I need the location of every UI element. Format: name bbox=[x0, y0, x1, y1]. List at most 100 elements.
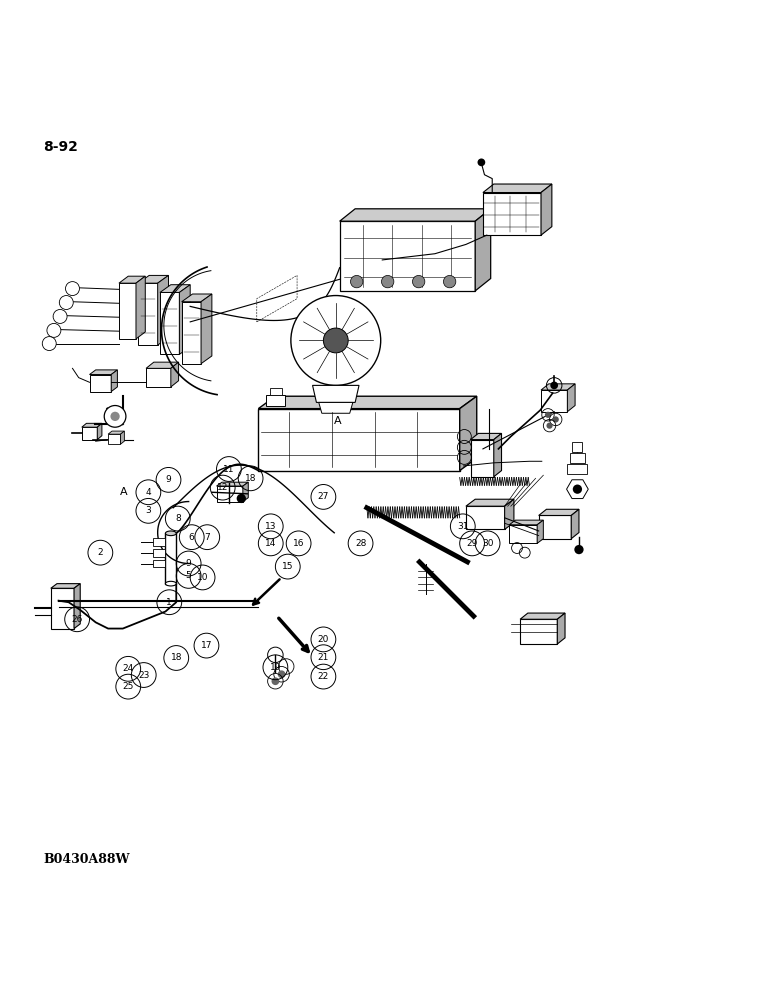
Polygon shape bbox=[567, 384, 575, 412]
Polygon shape bbox=[98, 423, 102, 440]
Text: 4: 4 bbox=[146, 488, 151, 497]
Polygon shape bbox=[112, 370, 118, 392]
Polygon shape bbox=[466, 499, 514, 506]
Polygon shape bbox=[539, 515, 571, 539]
Bar bbox=[153, 549, 165, 557]
Polygon shape bbox=[566, 480, 588, 499]
Polygon shape bbox=[51, 588, 74, 629]
Polygon shape bbox=[146, 368, 171, 387]
Polygon shape bbox=[258, 396, 477, 409]
Polygon shape bbox=[119, 276, 145, 283]
Text: 15: 15 bbox=[282, 562, 293, 571]
Text: 26: 26 bbox=[72, 615, 83, 624]
Circle shape bbox=[477, 158, 485, 166]
Polygon shape bbox=[509, 525, 537, 543]
Polygon shape bbox=[90, 375, 112, 392]
Polygon shape bbox=[537, 520, 544, 543]
Polygon shape bbox=[182, 302, 201, 364]
Circle shape bbox=[551, 382, 558, 389]
Circle shape bbox=[291, 296, 381, 385]
Circle shape bbox=[553, 416, 558, 423]
Polygon shape bbox=[470, 440, 494, 477]
Polygon shape bbox=[51, 584, 80, 588]
Text: 19: 19 bbox=[270, 663, 281, 672]
Text: 20: 20 bbox=[317, 635, 329, 644]
Text: 6: 6 bbox=[189, 533, 195, 542]
Polygon shape bbox=[138, 283, 158, 345]
Text: 8-92: 8-92 bbox=[43, 140, 78, 154]
Text: 9: 9 bbox=[165, 475, 172, 484]
Polygon shape bbox=[160, 292, 179, 354]
Polygon shape bbox=[119, 283, 136, 339]
Circle shape bbox=[547, 423, 553, 429]
Circle shape bbox=[47, 323, 61, 337]
Polygon shape bbox=[82, 423, 102, 427]
Text: 18: 18 bbox=[171, 653, 182, 662]
Bar bbox=[153, 560, 165, 567]
Circle shape bbox=[111, 412, 119, 421]
Polygon shape bbox=[108, 434, 120, 444]
Text: 27: 27 bbox=[317, 492, 329, 501]
Polygon shape bbox=[182, 294, 212, 302]
Circle shape bbox=[324, 328, 348, 353]
Bar bbox=[573, 442, 583, 452]
Polygon shape bbox=[339, 209, 491, 221]
Polygon shape bbox=[520, 613, 565, 619]
Polygon shape bbox=[90, 370, 118, 375]
Bar bbox=[266, 395, 285, 406]
Circle shape bbox=[381, 275, 394, 288]
Polygon shape bbox=[74, 584, 80, 629]
Bar bbox=[270, 388, 282, 395]
Polygon shape bbox=[505, 499, 514, 529]
Bar bbox=[153, 538, 165, 546]
Text: 25: 25 bbox=[122, 682, 134, 691]
Text: 28: 28 bbox=[355, 539, 367, 548]
Polygon shape bbox=[475, 209, 491, 291]
Text: 2: 2 bbox=[98, 548, 103, 557]
Text: 11: 11 bbox=[223, 465, 235, 474]
Text: 7: 7 bbox=[204, 533, 210, 542]
Text: 1: 1 bbox=[166, 598, 172, 607]
Text: 10: 10 bbox=[197, 573, 208, 582]
Circle shape bbox=[53, 309, 67, 323]
Circle shape bbox=[573, 485, 582, 494]
Polygon shape bbox=[483, 193, 541, 235]
Bar bbox=[165, 533, 176, 584]
Polygon shape bbox=[483, 184, 552, 193]
Text: 9: 9 bbox=[186, 559, 192, 568]
Polygon shape bbox=[494, 433, 502, 477]
Polygon shape bbox=[108, 431, 124, 434]
Polygon shape bbox=[160, 285, 190, 292]
Bar bbox=[569, 453, 585, 463]
Polygon shape bbox=[138, 275, 168, 283]
Text: 23: 23 bbox=[138, 671, 150, 680]
Polygon shape bbox=[258, 409, 459, 471]
Polygon shape bbox=[217, 482, 248, 486]
Circle shape bbox=[105, 406, 126, 427]
Ellipse shape bbox=[165, 531, 176, 536]
Polygon shape bbox=[120, 431, 124, 444]
Text: A: A bbox=[120, 487, 127, 497]
Circle shape bbox=[413, 275, 425, 288]
Ellipse shape bbox=[165, 581, 176, 586]
Polygon shape bbox=[541, 384, 575, 390]
Text: B0430A88W: B0430A88W bbox=[43, 853, 129, 866]
Text: 21: 21 bbox=[317, 653, 329, 662]
Circle shape bbox=[574, 545, 583, 554]
Circle shape bbox=[42, 337, 56, 351]
Polygon shape bbox=[470, 433, 502, 440]
Polygon shape bbox=[146, 362, 179, 368]
Polygon shape bbox=[571, 509, 579, 539]
Polygon shape bbox=[217, 486, 243, 502]
Text: 14: 14 bbox=[265, 539, 276, 548]
Text: 13: 13 bbox=[265, 522, 276, 531]
Polygon shape bbox=[541, 390, 567, 412]
Circle shape bbox=[278, 670, 285, 678]
Circle shape bbox=[66, 282, 80, 296]
Polygon shape bbox=[509, 520, 544, 525]
Polygon shape bbox=[179, 285, 190, 354]
Text: A: A bbox=[334, 416, 341, 426]
Text: 12: 12 bbox=[217, 483, 229, 492]
Polygon shape bbox=[243, 482, 248, 502]
Circle shape bbox=[444, 275, 456, 288]
